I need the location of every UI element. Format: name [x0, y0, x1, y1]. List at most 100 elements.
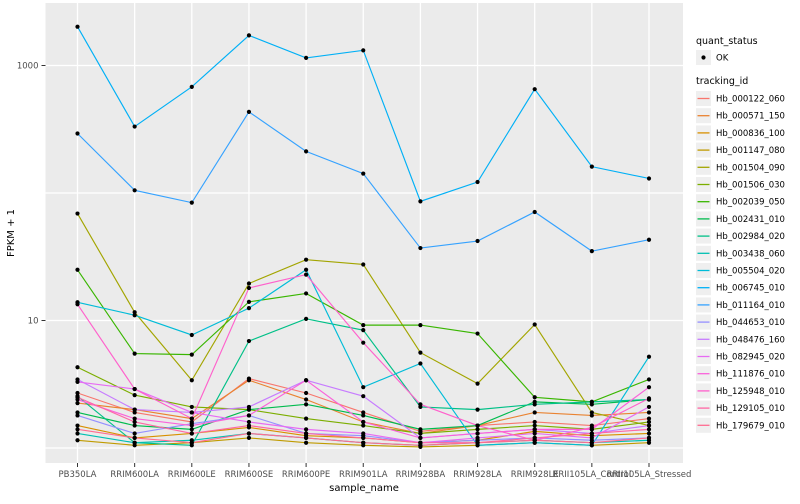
- data-point: [475, 238, 480, 244]
- data-point: [589, 431, 594, 436]
- legend-quant-status-title: quant_status: [696, 36, 758, 47]
- data-point: [304, 272, 309, 277]
- y-axis-title: FPKM + 1: [6, 209, 17, 257]
- data-point: [304, 402, 309, 407]
- data-point: [246, 435, 252, 441]
- data-point: [646, 377, 652, 382]
- data-point: [532, 438, 537, 443]
- data-point: [189, 431, 194, 436]
- data-point: [589, 164, 594, 169]
- data-point: [75, 24, 80, 29]
- data-point: [304, 267, 309, 272]
- plot-panel: [45, 3, 683, 463]
- data-point: [132, 407, 137, 412]
- data-point: [532, 322, 537, 327]
- data-point: [304, 427, 309, 432]
- data-point: [75, 390, 80, 396]
- x-tick-label: RRIM600LA: [110, 470, 159, 480]
- data-point: [75, 400, 80, 406]
- data-point: [418, 443, 423, 448]
- data-point: [189, 378, 194, 383]
- data-point: [475, 381, 480, 386]
- data-point: [189, 200, 194, 205]
- legend-item: Hb_129105_010: [696, 400, 785, 416]
- y-tick-label: 10: [28, 317, 39, 327]
- data-point: [418, 245, 423, 251]
- data-point: [532, 427, 537, 432]
- data-point: [418, 427, 423, 432]
- legend-label: Hb_005504_020: [716, 267, 785, 277]
- data-point: [246, 338, 252, 344]
- legend-item: Hb_006745_010: [696, 280, 785, 296]
- data-point: [532, 395, 537, 400]
- data-point: [418, 402, 423, 407]
- data-point: [475, 435, 480, 441]
- data-point: [189, 427, 194, 432]
- legend-item: Hb_001506_030: [696, 177, 785, 192]
- legend-item: Hb_005504_020: [696, 263, 785, 278]
- data-point: [75, 395, 80, 400]
- data-point: [418, 323, 423, 328]
- data-point: [532, 423, 537, 428]
- data-point: [75, 211, 80, 216]
- data-point: [532, 419, 537, 425]
- data-point: [304, 149, 309, 154]
- legend-item: Hb_125948_010: [696, 383, 785, 399]
- plot-panel-layer: 10 1000 PB350LA RRIM600LA RRIM600LE RRIM600SE…: [17, 3, 691, 480]
- data-point: [189, 84, 194, 89]
- data-point: [361, 413, 366, 418]
- data-point: [132, 431, 137, 436]
- data-point: [418, 199, 423, 204]
- data-point: [589, 249, 594, 254]
- data-point: [361, 385, 366, 390]
- data-point: [189, 423, 194, 428]
- data-point: [646, 237, 652, 242]
- data-point: [246, 419, 252, 425]
- data-point: [75, 379, 80, 384]
- data-point: [132, 392, 137, 398]
- data-point: [132, 351, 137, 356]
- legend-label: Hb_179679_010: [716, 421, 785, 431]
- data-point: [304, 435, 309, 441]
- legend-item: Hb_111876_010: [696, 366, 785, 382]
- data-point: [75, 365, 80, 370]
- data-point: [361, 435, 366, 441]
- data-point: [361, 328, 366, 333]
- data-point: [361, 419, 366, 425]
- data-point: [75, 410, 80, 415]
- data-point: [132, 440, 137, 445]
- data-point: [189, 352, 194, 357]
- data-point: [246, 299, 252, 304]
- data-point: [246, 285, 252, 291]
- data-point: [361, 323, 366, 328]
- legend-label: Hb_002431_010: [716, 215, 785, 225]
- data-point: [589, 425, 594, 430]
- legend-tracking-id-title: tracking_id: [696, 76, 748, 87]
- data-point: [75, 131, 80, 136]
- data-point: [361, 410, 366, 415]
- data-point: [589, 440, 594, 445]
- x-tick-label: RRIM600LE: [168, 470, 216, 480]
- x-tick-label: RRIM928LE: [511, 470, 559, 480]
- data-point: [361, 440, 366, 445]
- data-point: [132, 386, 137, 392]
- data-point: [246, 431, 252, 436]
- data-point: [361, 171, 366, 176]
- data-point: [132, 124, 137, 129]
- data-point: [75, 438, 80, 443]
- data-point: [532, 87, 537, 92]
- x-tick-label: RRII105LA_Control: [552, 470, 631, 480]
- data-point: [532, 410, 537, 415]
- data-point: [304, 390, 309, 396]
- data-point: [246, 413, 252, 418]
- legend-label: Hb_002039_050: [716, 198, 785, 208]
- data-point: [418, 431, 423, 436]
- legend-label: Hb_002984_020: [716, 232, 785, 242]
- data-point: [304, 55, 309, 61]
- legend-label: Hb_001147_080: [716, 146, 785, 156]
- data-point: [475, 407, 480, 412]
- data-point: [646, 410, 652, 415]
- legend-label: Hb_001506_030: [716, 181, 785, 191]
- data-point: [189, 410, 194, 415]
- legend-item: Hb_044653_010: [696, 314, 785, 330]
